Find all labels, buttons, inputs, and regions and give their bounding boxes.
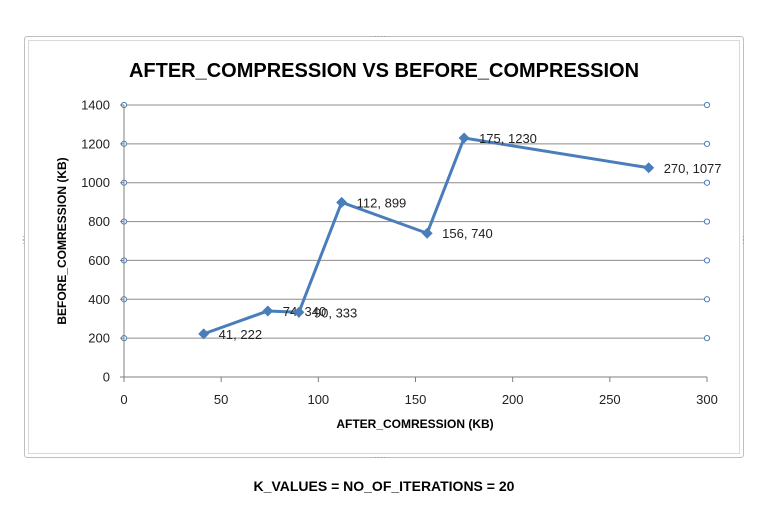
iterations-caption: K_VALUES = NO_OF_ITERATIONS = 20 [253,478,515,494]
y-tick-label: 0 [103,370,110,385]
y-tick-label: 600 [88,253,110,268]
data-label: 74, 340 [283,304,326,319]
resize-handle-right[interactable]: :: [742,233,745,246]
chart-title: AFTER_COMPRESSION VS BEFORE_COMPRESSION [129,60,639,82]
data-label: 112, 899 [357,195,407,210]
data-label: 41, 222 [219,327,262,342]
y-gridline-end-marker [703,296,711,303]
y-tick-label: 1200 [81,136,110,151]
axes: 0 200 400 600 800 1000 1200 1400 0 50 100 150 200 250… [81,98,718,408]
data-point-marker [643,162,655,174]
x-tick-label: 0 [120,392,127,407]
x-axis-title: AFTER_COMRESSION (KB) [336,417,493,431]
resize-handle-bottom[interactable]: ···· [374,452,386,462]
resize-handle-top[interactable]: ···· [374,31,386,41]
data-label: 175, 1230 [479,131,537,146]
x-tick-label: 50 [214,392,228,407]
data-point-marker [421,227,433,239]
x-tick-label: 200 [502,392,524,407]
y-gridline-end-marker [703,335,711,342]
y-tick-label: 1400 [81,98,110,113]
resize-handle-left[interactable]: :: [22,233,25,246]
x-tick-label: 250 [599,392,621,407]
data-point-marker [336,196,348,208]
data-point-marker [262,305,274,317]
y-tick-label: 1000 [81,175,110,190]
y-gridline-end-marker [703,140,711,147]
chart-area-border [28,40,740,454]
data-point-marker [293,306,305,318]
gridlines [120,101,711,342]
x-tick-label: 300 [696,392,718,407]
y-tick-label: 400 [88,292,110,307]
data-label: 90, 333 [314,305,357,320]
y-tick-label: 800 [88,214,110,229]
x-tick-label: 100 [307,392,329,407]
data-label: 156, 740 [442,226,493,241]
y-axis-title: BEFORE_COMRESSION (KB) [55,157,69,324]
y-gridline-end-marker [703,179,711,186]
chart-frame[interactable]: ···· ···· :: :: [22,32,745,462]
y-gridline-end-marker [703,101,711,109]
data-label: 270, 1077 [664,161,722,176]
data-point-marker [198,328,210,340]
y-gridline-end-marker [703,218,711,225]
y-tick-label: 200 [88,331,110,346]
line-chart: AFTER_COMPRESSION VS BEFORE_COMPRESSION … [55,60,722,431]
x-tick-label: 150 [405,392,427,407]
data-point-marker [458,132,470,144]
y-gridline-end-marker [703,257,711,264]
